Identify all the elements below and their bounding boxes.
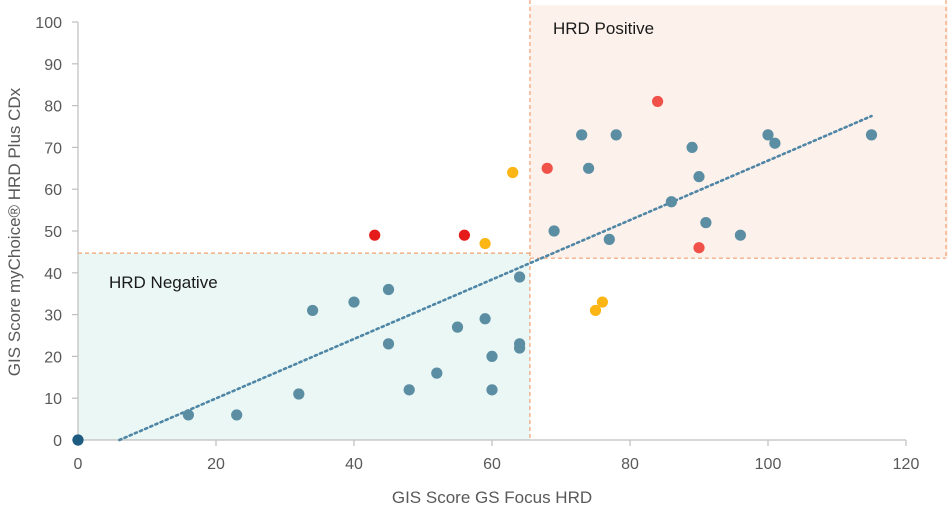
y-axis-title: GIS Score myChoice® HRD Plus CDx [5,87,24,376]
y-tick-label: 90 [44,57,62,74]
trendline-layer [118,114,873,442]
data-point-teal [451,321,464,333]
x-tick-label: 0 [74,456,83,473]
data-point-teal [514,271,526,283]
data-point-teal [431,367,443,379]
data-point-teal [307,304,319,317]
x-tick-label: 100 [755,456,782,473]
data-point-teal [382,338,395,350]
y-tick-label: 30 [44,308,62,325]
data-point-orange [541,162,553,174]
data-point-teal [382,283,395,296]
data-point-teal [231,409,243,421]
data-point-teal [700,217,712,229]
y-tick-label: 60 [44,182,62,199]
data-point-teal [486,384,498,396]
trendline [118,114,873,442]
y-tick-label: 10 [44,391,62,408]
data-point-yellow [589,304,602,317]
data-point-red [458,229,470,241]
data-point-teal [603,233,615,245]
data-point-teal [762,129,774,141]
data-point-teal [479,313,491,325]
labels-layer: HRD Negative HRD Positive GIS Score GS F… [5,19,654,507]
x-tick-label: 120 [893,456,920,473]
data-point-teal [293,388,305,400]
data-point-teal [182,409,194,421]
data-point-teal [486,350,498,362]
data-point-teal [686,141,698,153]
data-point-teal [693,171,705,183]
data-point-yellow [479,237,491,250]
x-tick-label: 80 [621,456,639,473]
regions-layer [78,5,948,440]
data-point-teal [514,342,526,354]
data-point-teal [665,196,678,208]
x-axis-title: GIS Score GS Focus HRD [392,488,592,507]
data-point-teal [576,129,588,141]
threshold-layer [78,0,947,440]
data-point-teal [734,229,747,241]
x-tick-label: 60 [483,456,501,473]
data-point-teal [548,225,560,237]
axis-layer: 0 20 40 60 80 100 120 0 10 20 30 40 50 60 70 80 90 100 [35,15,919,473]
y-tick-label: 0 [53,433,62,450]
data-point-teal [348,296,360,308]
data-point-red [369,229,381,241]
data-point-yellow [596,296,609,308]
x-tick-label: 20 [207,456,225,473]
x-tick-label: 40 [345,456,363,473]
y-tick-label: 50 [44,224,62,241]
points-layer [72,95,878,446]
region-label-hrd-positive: HRD Positive [553,19,654,38]
data-point-orange [652,95,664,108]
data-point-teal [610,129,622,141]
data-point-teal [583,162,595,174]
data-point-teal [865,129,878,141]
y-tick-label: 20 [44,349,62,366]
data-point-yellow [507,166,519,179]
region-label-hrd-negative: HRD Negative [109,273,218,292]
y-tick-label: 80 [44,99,62,116]
data-point-origin [72,434,84,446]
data-point-teal [403,384,415,396]
y-tick-label: 100 [35,15,62,32]
region-hrd-negative [78,253,530,440]
data-point-teal [769,137,781,149]
data-point-orange [693,242,705,254]
y-tick-label: 40 [44,266,62,283]
y-tick-label: 70 [44,140,62,157]
region-hrd-positive [529,5,948,259]
